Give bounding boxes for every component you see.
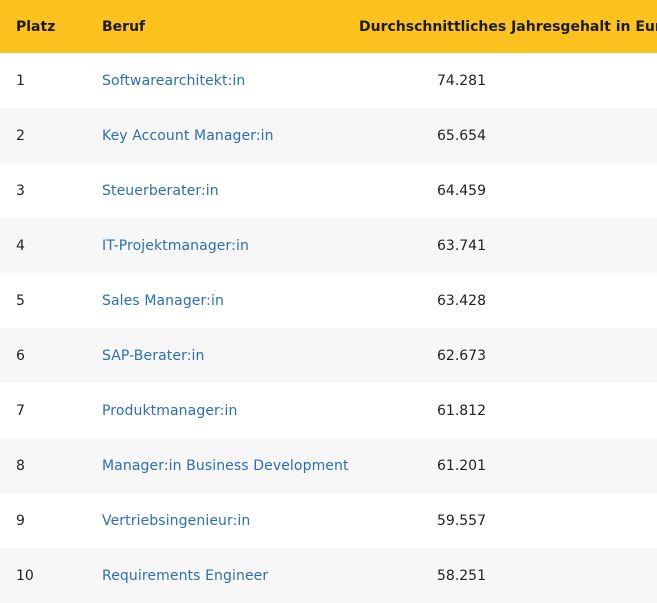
- table-row: 3 Steuerberater:in 64.459: [0, 163, 657, 218]
- table-row: 10 Requirements Engineer 58.251: [0, 548, 657, 603]
- column-header-job: Beruf: [102, 18, 146, 35]
- rank-cell: 5: [16, 292, 25, 309]
- salary-cell: 63.428: [437, 292, 486, 309]
- column-header-rank: Platz: [16, 18, 56, 35]
- rank-cell: 9: [16, 512, 25, 529]
- rank-cell: 10: [16, 567, 34, 584]
- job-link[interactable]: IT-Projektmanager:in: [102, 237, 249, 254]
- rank-cell: 6: [16, 347, 25, 364]
- salary-cell: 63.741: [437, 237, 486, 254]
- table-row: 2 Key Account Manager:in 65.654: [0, 108, 657, 163]
- job-link[interactable]: Requirements Engineer: [102, 567, 269, 584]
- rank-cell: 3: [16, 182, 25, 199]
- rank-cell: 1: [16, 72, 25, 89]
- job-link[interactable]: Sales Manager:in: [102, 292, 224, 309]
- salary-cell: 58.251: [437, 567, 486, 584]
- rank-cell: 4: [16, 237, 25, 254]
- table-row: 1 Softwarearchitekt:in 74.281: [0, 53, 657, 108]
- job-link[interactable]: Key Account Manager:in: [102, 127, 274, 144]
- job-link[interactable]: Manager:in Business Development: [102, 457, 349, 474]
- table-header-row: Platz Beruf Durchschnittliches Jahresgeh…: [0, 0, 657, 53]
- salary-cell: 61.812: [437, 402, 486, 419]
- rank-cell: 2: [16, 127, 25, 144]
- job-link[interactable]: Vertriebsingenieur:in: [102, 512, 251, 529]
- job-link[interactable]: Produktmanager:in: [102, 402, 238, 419]
- salary-cell: 62.673: [437, 347, 486, 364]
- column-header-salary: Durchschnittliches Jahresgehalt in Euro: [359, 18, 657, 35]
- rank-cell: 8: [16, 457, 25, 474]
- table-row: 6 SAP-Berater:in 62.673: [0, 328, 657, 383]
- rank-cell: 7: [16, 402, 25, 419]
- job-link[interactable]: Softwarearchitekt:in: [102, 72, 246, 89]
- table-row: 5 Sales Manager:in 63.428: [0, 273, 657, 328]
- table-row: 9 Vertriebsingenieur:in 59.557: [0, 493, 657, 548]
- salary-cell: 65.654: [437, 127, 486, 144]
- salary-cell: 64.459: [437, 182, 486, 199]
- job-link[interactable]: SAP-Berater:in: [102, 347, 205, 364]
- salary-cell: 61.201: [437, 457, 486, 474]
- salary-cell: 59.557: [437, 512, 486, 529]
- table-row: 7 Produktmanager:in 61.812: [0, 383, 657, 438]
- job-link[interactable]: Steuerberater:in: [102, 182, 219, 199]
- salary-cell: 74.281: [437, 72, 486, 89]
- table-row: 8 Manager:in Business Development 61.201: [0, 438, 657, 493]
- table-row: 4 IT-Projektmanager:in 63.741: [0, 218, 657, 273]
